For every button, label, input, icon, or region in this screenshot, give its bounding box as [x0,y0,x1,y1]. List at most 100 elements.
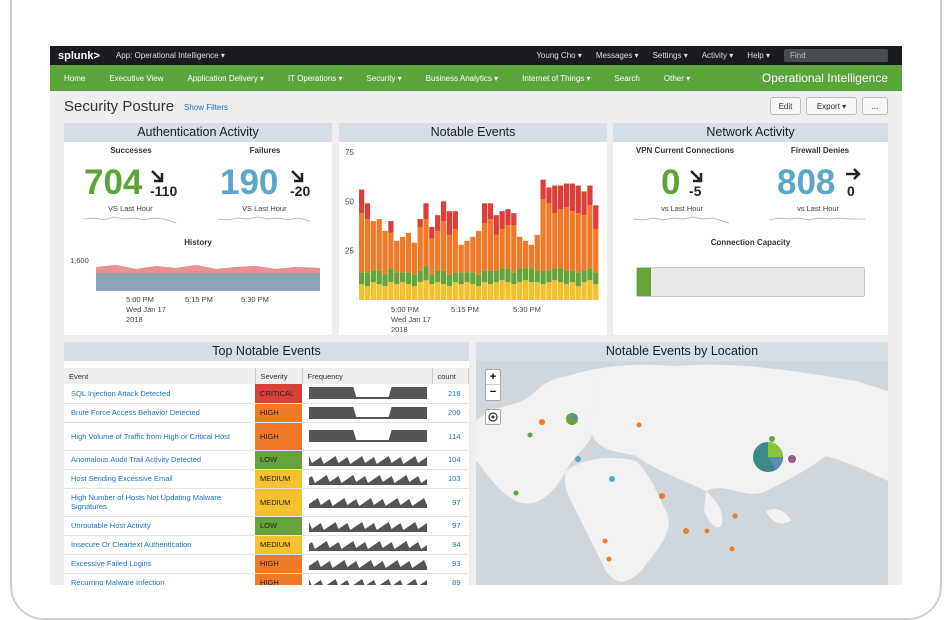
bar-segment[interactable] [440,270,447,285]
bar-segment[interactable] [522,268,529,281]
bar-segment[interactable] [464,240,470,273]
bar-segment[interactable] [458,272,464,285]
bar-segment[interactable] [546,270,552,283]
bar-segment[interactable] [399,282,406,300]
activity-menu[interactable]: Activity ▾ [701,51,734,60]
bar-segment[interactable] [382,274,388,287]
bar-segment[interactable] [563,270,570,285]
bar-segment[interactable] [417,219,423,227]
bar-segment[interactable] [429,238,435,275]
bar-segment[interactable] [476,286,482,300]
bar-segment[interactable] [364,203,371,220]
bar-segment[interactable] [487,203,494,220]
bar-segment[interactable] [423,219,429,267]
bar-segment[interactable] [534,282,540,300]
nav-security[interactable]: Security ▾ [366,73,402,83]
event-link[interactable]: High Number of Hosts Not Updating Malwar… [64,488,255,517]
bar-segment[interactable] [528,244,535,269]
more-button[interactable]: ... [862,97,888,115]
bar-segment[interactable] [581,270,587,283]
bar-segment[interactable] [528,268,535,283]
bar-segment[interactable] [370,221,376,271]
bar-segment[interactable] [540,270,546,285]
bar-segment[interactable] [382,286,388,300]
bar-segment[interactable] [417,270,423,283]
bar-segment[interactable] [388,268,394,283]
bar-segment[interactable] [470,284,476,300]
app-menu[interactable]: App: Operational Intelligence ▾ [115,51,225,60]
bar-segment[interactable] [452,282,458,300]
locate-button[interactable] [485,409,501,425]
bar-segment[interactable] [399,236,406,273]
event-count[interactable]: 104 [432,450,469,470]
table-row[interactable]: Insecure Or Cleartext Authentication MED… [64,535,469,555]
bar-segment[interactable] [558,185,564,210]
col-frequency[interactable]: Frequency [302,368,433,384]
bar-segment[interactable] [505,282,511,300]
table-row[interactable]: Excessive Failed Logins HIGH 93 [64,554,469,574]
bar-segment[interactable] [359,213,365,273]
splunk-logo[interactable]: splunk> [58,49,100,62]
bar-segment[interactable] [540,179,546,200]
bar-segment[interactable] [388,232,394,269]
table-row[interactable]: Host Sending Excessive Email MEDIUM 103 [64,469,469,489]
bar-segment[interactable] [364,219,371,273]
bar-segment[interactable] [546,203,552,271]
bar-segment[interactable] [546,282,552,300]
bar-segment[interactable] [517,268,523,283]
bar-segment[interactable] [440,221,447,271]
bar-segment[interactable] [446,286,453,300]
event-count[interactable]: 218 [432,384,469,404]
bar-segment[interactable] [511,272,517,285]
bar-segment[interactable] [464,272,470,283]
bar-segment[interactable] [476,274,482,287]
bar-segment[interactable] [493,215,499,235]
bar-segment[interactable] [522,280,529,300]
nav-search[interactable]: Search [614,73,640,83]
settings-menu[interactable]: Settings ▾ [652,51,688,60]
bar-segment[interactable] [558,209,564,269]
bar-segment[interactable] [587,205,593,269]
bar-segment[interactable] [540,284,546,300]
table-row[interactable]: Recurring Malware Infection HIGH 89 [64,573,469,585]
export-button[interactable]: Export ▾ [806,97,857,115]
bar-segment[interactable] [470,272,476,285]
bar-segment[interactable] [593,228,599,273]
bar-segment[interactable] [394,272,400,285]
event-link[interactable]: Brute Force Access Behavior Detected [64,403,255,423]
bar-segment[interactable] [411,274,417,287]
nav-application-delivery[interactable]: Application Delivery ▾ [187,73,264,83]
bar-segment[interactable] [522,240,529,269]
table-row[interactable]: High Volume of Traffic from High or Crit… [64,422,469,451]
bar-segment[interactable] [440,284,447,300]
bar-segment[interactable] [587,185,593,206]
bar-segment[interactable] [382,230,388,275]
event-count[interactable]: 97 [432,516,469,536]
bar-segment[interactable] [394,284,400,300]
bar-segment[interactable] [552,213,558,269]
bar-segment[interactable] [388,221,394,233]
bar-segment[interactable] [370,270,376,283]
bar-segment[interactable] [493,282,499,300]
bar-segment[interactable] [423,280,429,300]
bar-segment[interactable] [481,270,488,283]
world-map[interactable] [476,361,888,585]
event-link[interactable]: Unroutable Host Activity [64,516,255,536]
bar-segment[interactable] [569,211,575,271]
bar-segment[interactable] [429,284,435,300]
bar-segment[interactable] [405,232,412,273]
bar-segment[interactable] [440,201,447,222]
bar-segment[interactable] [552,280,558,300]
table-row[interactable]: High Number of Hosts Not Updating Malwar… [64,488,469,517]
bar-segment[interactable] [435,230,441,271]
bar-segment[interactable] [505,225,511,269]
table-row[interactable]: Brute Force Access Behavior Detected HIG… [64,403,469,423]
nav-other[interactable]: Other ▾ [663,73,691,83]
bar-segment[interactable] [563,183,570,208]
bar-segment[interactable] [569,183,575,212]
event-count[interactable]: 200 [432,403,469,423]
bar-segment[interactable] [423,266,429,281]
bar-segment[interactable] [452,228,458,273]
bar-segment[interactable] [487,219,494,271]
bar-segment[interactable] [388,282,394,300]
